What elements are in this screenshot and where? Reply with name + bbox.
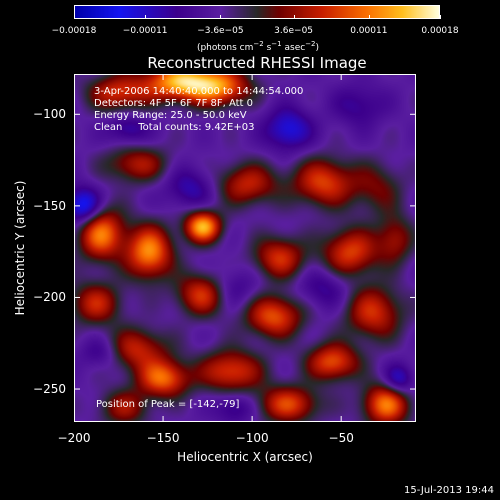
- chart-title: Reconstructed RHESSI Image: [147, 54, 367, 72]
- colorbar-tick-mark: [368, 15, 370, 19]
- observation-time: 3-Apr-2006 14:40:40.000 to 14:44:54.000: [94, 86, 304, 97]
- colorbar-tick-label: 0.00011: [350, 26, 388, 36]
- x-tick-label: −200: [57, 431, 91, 445]
- colorbar-tick-mark: [440, 15, 441, 19]
- detectors-info: Detectors: 4F 5F 6F 7F 8F, Att 0: [94, 98, 254, 109]
- colorbar-tick-mark: [293, 15, 295, 19]
- colorbar-tick-label: −3.6e−05: [197, 26, 244, 36]
- y-axis-label: Heliocentric Y (arcsec): [13, 180, 27, 316]
- colorbar-tick-mark: [220, 15, 222, 19]
- colorbar-tick-label: −0.00018: [51, 26, 97, 36]
- timestamp: 15-Jul-2013 19:44: [403, 485, 494, 496]
- y-tick-label: −150: [33, 198, 66, 213]
- clean-counts-info: Clean Total counts: 9.42E+03: [94, 122, 255, 133]
- x-tick-label: −150: [146, 431, 180, 445]
- x-tick-label: −50: [328, 431, 354, 445]
- x-axis-label: Heliocentric X (arcsec): [177, 450, 313, 464]
- y-tick-label: −250: [33, 382, 66, 397]
- plot-frame: [74, 74, 416, 422]
- y-tick-label: −200: [33, 290, 66, 305]
- peak-position-label: Position of Peak = [-142,-79]: [96, 399, 240, 410]
- colorbar-tick-label: −0.00011: [122, 26, 168, 36]
- colorbar-unit-label: (photons cm−2 s−1 asec−2): [196, 40, 320, 53]
- plot-area: [74, 74, 416, 422]
- colorbar-tick-label: 0.00018: [421, 26, 459, 36]
- x-tick-label: −100: [235, 431, 269, 445]
- energy-range-info: Energy Range: 25.0 - 50.0 keV: [94, 110, 247, 121]
- colorbar-tick-mark: [74, 15, 75, 19]
- y-tick-label: −100: [33, 107, 66, 122]
- colorbar: [74, 5, 440, 19]
- heatmap-image: [74, 74, 416, 422]
- colorbar-tick-mark: [145, 15, 147, 19]
- colorbar-tick-label: 3.6e−05: [274, 26, 314, 36]
